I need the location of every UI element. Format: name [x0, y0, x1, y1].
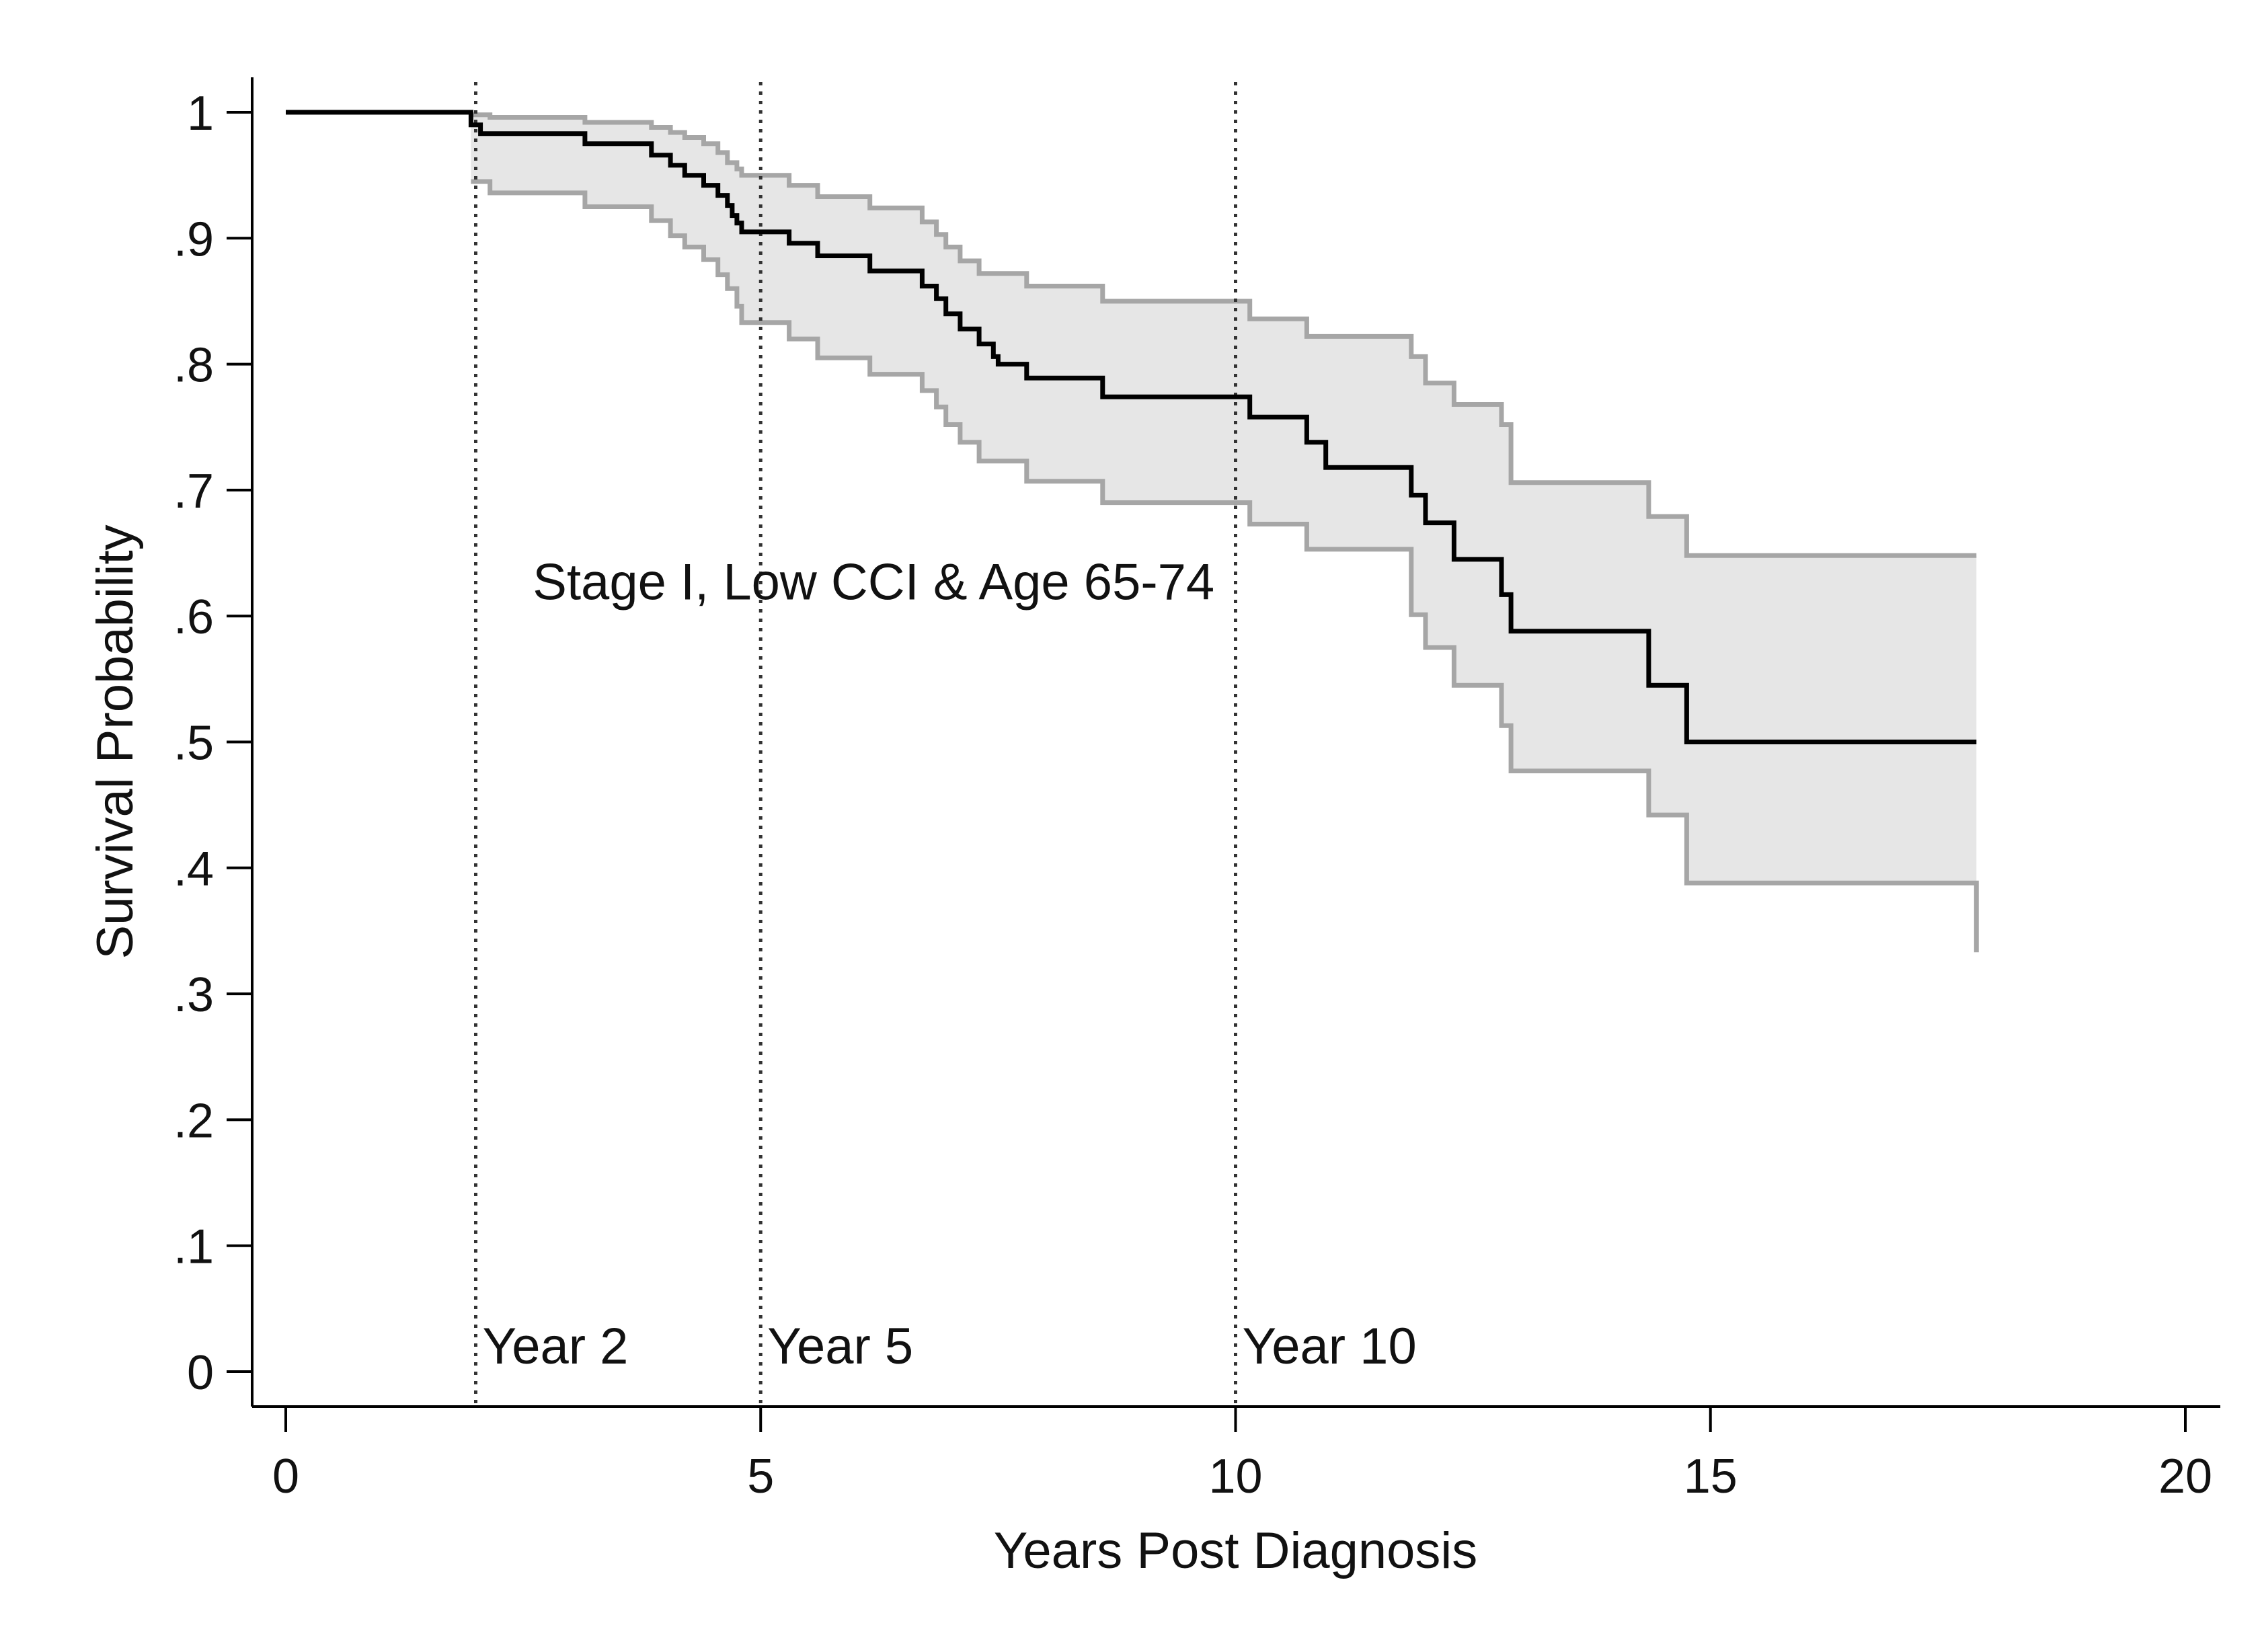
reference-label-5: Year 5	[767, 1318, 913, 1375]
y-tick-label: .5	[173, 717, 214, 771]
annotation-label: Stage I, Low CCI & Age 65-74	[533, 554, 1214, 611]
upper-ci-line	[471, 112, 1977, 558]
y-axis-title: Survival Probability	[87, 524, 144, 959]
chart-text: Survival Probability Years Post Diagnosi…	[87, 524, 1477, 1579]
x-tick-label: 10	[1208, 1450, 1262, 1503]
survival-curve	[286, 110, 1977, 744]
y-tick-label: 1	[187, 87, 214, 141]
ci-band-fill	[471, 114, 1977, 953]
x-axis-title: Years Post Diagnosis	[994, 1522, 1478, 1579]
y-tick-label: .6	[173, 590, 214, 644]
km-estimate-line	[286, 110, 1977, 744]
x-tick-label: 15	[1684, 1450, 1738, 1503]
axes: 0.1.2.3.4.5.6.7.8.910 5 10 15 20	[173, 77, 2220, 1503]
y-tick-label: .4	[173, 842, 214, 896]
y-tick-label: 0	[187, 1346, 214, 1400]
y-tick-label: .9	[173, 212, 214, 266]
y-tick-label: .1	[173, 1220, 214, 1274]
reference-label-10: Year 10	[1243, 1318, 1417, 1375]
x-tick-label: 20	[2158, 1450, 2212, 1503]
y-tick-label: .3	[173, 968, 214, 1022]
y-tick-label: .8	[173, 339, 214, 393]
y-tick-label: .7	[173, 465, 214, 518]
lower-ci-line	[471, 179, 1979, 953]
confidence-band	[471, 112, 1979, 953]
x-tick-label: 5	[747, 1450, 774, 1503]
reference-lines: Year 2 Year 5 Year 10	[474, 82, 1417, 1409]
reference-label-2: Year 2	[483, 1318, 629, 1375]
y-tick-label: .2	[173, 1094, 214, 1148]
x-tick-label: 0	[272, 1450, 299, 1503]
